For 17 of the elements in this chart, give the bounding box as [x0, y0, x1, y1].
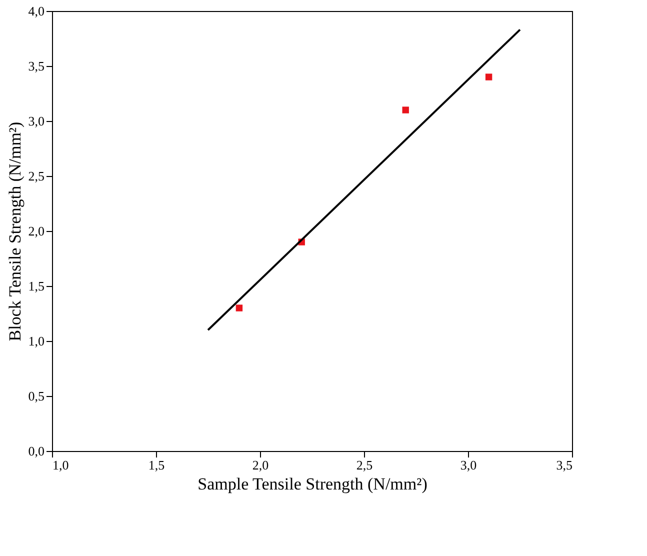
x-tick-label: 3,5: [556, 458, 572, 472]
x-tick-label: 3,0: [460, 458, 477, 472]
x-tick-label: 1,5: [148, 458, 165, 472]
x-tick-label: 2,5: [356, 458, 373, 472]
x-tick-label: 2,0: [252, 458, 269, 472]
y-tick-label: 2,5: [28, 168, 44, 184]
y-tick-label: 1,0: [28, 334, 44, 348]
y-tick-label: 3,5: [28, 58, 44, 74]
y-tick-label: 2,0: [28, 224, 44, 238]
y-axis-title: Block Tensile Strength (N/mm²): [5, 122, 24, 342]
y-tick-label: 4,0: [28, 4, 44, 18]
x-axis-title: Sample Tensile Strength (N/mm²): [198, 474, 428, 494]
y-tick-label: 3,0: [28, 114, 44, 128]
y-tick-label: 0,5: [28, 388, 44, 404]
y-tick-label: 1,5: [28, 278, 44, 294]
y-tick-label: 0,0: [28, 444, 44, 458]
x-tick-label: 1,0: [52, 458, 69, 472]
